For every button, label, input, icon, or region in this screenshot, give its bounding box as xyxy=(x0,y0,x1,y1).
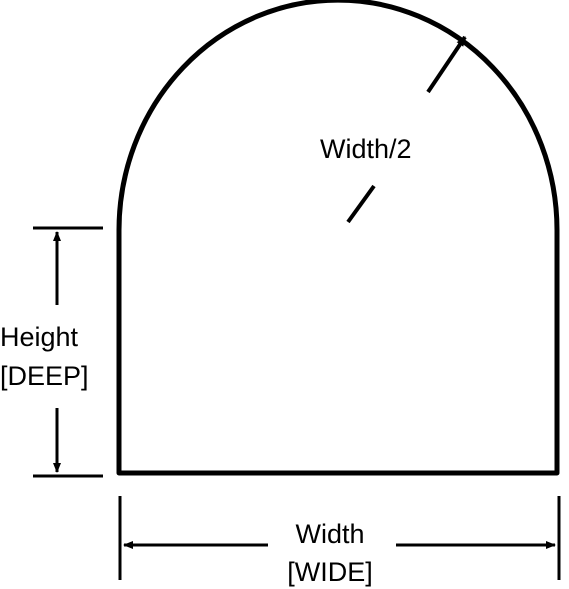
radius-leader-lower xyxy=(346,184,376,224)
radius-leader-upper xyxy=(426,35,467,94)
height-param-label: [DEEP] xyxy=(0,361,89,391)
width-label: Width xyxy=(295,519,364,549)
width-param-label: [WIDE] xyxy=(287,557,373,587)
arch-outline xyxy=(116,0,560,476)
radius-label: Width/2 xyxy=(320,134,412,164)
height-label: Height xyxy=(0,322,79,352)
